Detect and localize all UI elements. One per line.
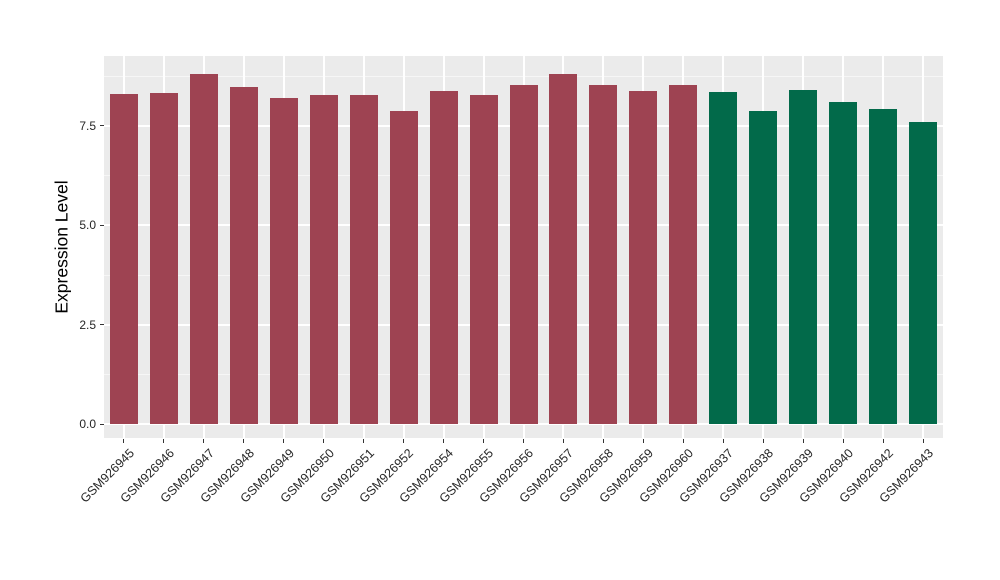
bar — [869, 108, 898, 425]
x-tick-mark — [642, 439, 644, 443]
y-tick-mark — [100, 125, 104, 127]
bar — [829, 102, 858, 425]
plot-panel — [104, 56, 943, 438]
bar — [309, 94, 338, 425]
y-axis-title: Expression Level — [51, 180, 72, 314]
bar — [789, 89, 818, 425]
bar — [509, 84, 538, 425]
x-tick-mark — [363, 439, 365, 443]
bar — [189, 73, 218, 425]
bar — [469, 94, 498, 425]
bar — [269, 98, 298, 425]
x-tick-mark — [562, 439, 564, 443]
y-tick-label: 7.5 — [79, 118, 96, 133]
x-tick-mark — [483, 439, 485, 443]
bar — [909, 121, 938, 425]
x-tick-mark — [283, 439, 285, 443]
bar — [229, 87, 258, 425]
x-tick-mark — [842, 439, 844, 443]
x-tick-mark — [922, 439, 924, 443]
x-tick-mark — [123, 439, 125, 443]
x-tick-mark — [602, 439, 604, 443]
y-tick-label: 0.0 — [79, 417, 96, 432]
x-tick-mark — [882, 439, 884, 443]
y-tick-label: 5.0 — [79, 218, 96, 233]
bar — [669, 85, 698, 425]
bar — [709, 92, 738, 425]
x-tick-mark — [243, 439, 245, 443]
x-tick-mark — [523, 439, 524, 443]
bar — [389, 111, 418, 425]
bar — [109, 93, 138, 425]
x-tick-mark — [802, 439, 804, 443]
bar — [349, 94, 378, 425]
x-tick-mark — [163, 439, 165, 443]
bar — [429, 90, 458, 425]
x-tick-mark — [762, 439, 764, 443]
bar — [549, 73, 578, 425]
x-tick-mark — [722, 439, 724, 443]
x-tick-mark — [403, 439, 405, 443]
x-tick-mark — [443, 439, 445, 443]
y-tick-mark — [100, 423, 104, 425]
bar — [629, 90, 658, 425]
y-tick-mark — [100, 224, 104, 226]
y-tick-mark — [100, 324, 104, 326]
x-tick-mark — [203, 439, 205, 443]
x-tick-mark — [323, 439, 325, 443]
bar — [149, 92, 178, 425]
x-tick-mark — [682, 439, 684, 443]
y-tick-label: 2.5 — [79, 317, 96, 332]
bar — [749, 111, 778, 425]
bar — [589, 85, 618, 425]
